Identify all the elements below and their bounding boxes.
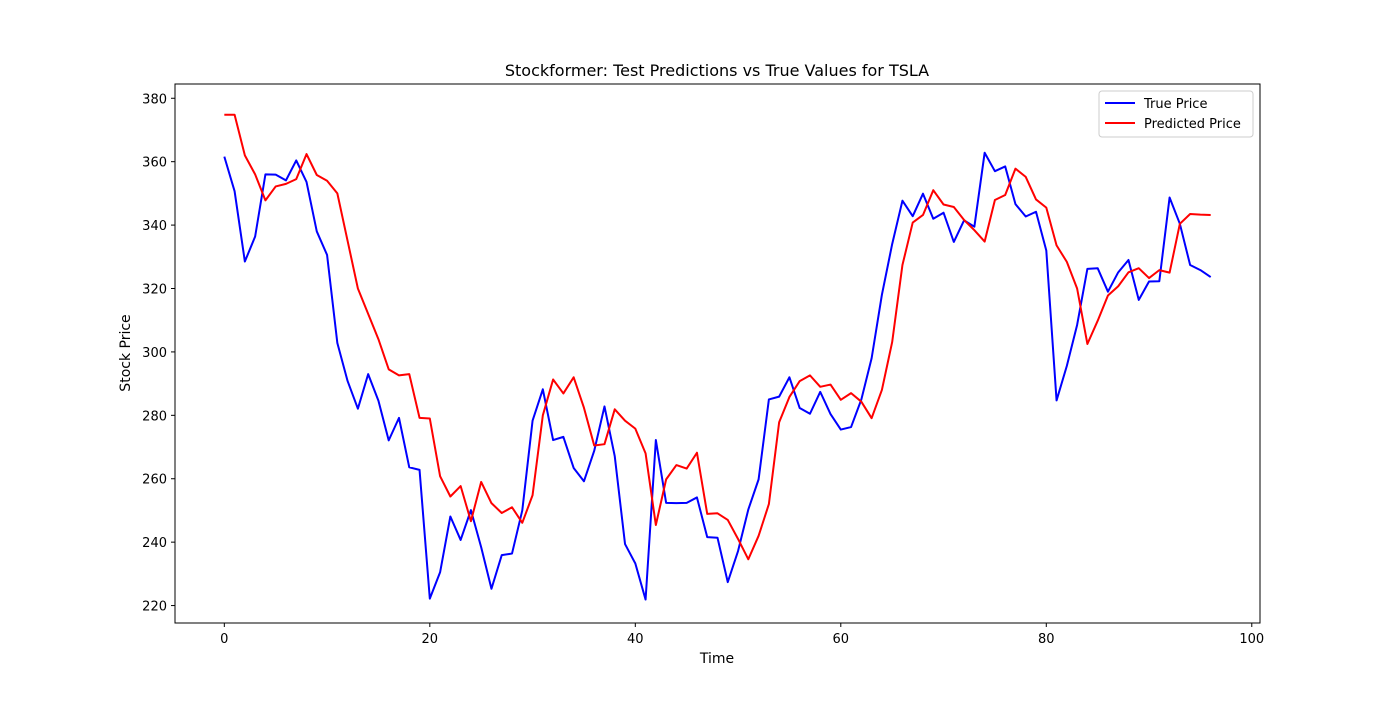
y-tick-label: 280	[142, 409, 167, 424]
legend: True Price Predicted Price	[1098, 90, 1254, 138]
y-tick-label: 300	[142, 346, 167, 361]
y-tick-label: 340	[142, 219, 167, 234]
y-tick-label: 220	[142, 600, 167, 615]
legend-label-true-price: True Price	[1143, 97, 1207, 112]
y-tick-label: 320	[142, 283, 167, 298]
y-axis-label: Stock Price	[118, 314, 134, 391]
x-tick-label: 0	[220, 632, 228, 647]
y-tick-label: 260	[142, 473, 167, 488]
plot-area	[175, 84, 1260, 623]
series-line-true-price	[223, 151, 1212, 601]
x-axis-ticks: 0 20 40 60 80 100	[220, 623, 1264, 647]
legend-box	[1098, 90, 1254, 138]
x-tick-label: 20	[422, 632, 439, 647]
y-tick-label: 380	[142, 92, 167, 107]
y-axis-ticks: 220 240 260 280 300 320 340 360 380	[142, 92, 175, 615]
y-tick-label: 360	[142, 156, 167, 171]
y-tick-label: 240	[142, 536, 167, 551]
chart-title: Stockformer: Test Predictions vs True Va…	[505, 61, 929, 80]
x-tick-label: 40	[627, 632, 644, 647]
x-tick-label: 100	[1239, 632, 1264, 647]
series-line-predicted-price	[224, 113, 1211, 561]
axes-frame	[174, 83, 1261, 624]
series-layer	[223, 113, 1212, 601]
x-tick-label: 80	[1038, 632, 1055, 647]
x-axis-label: Time	[699, 651, 734, 667]
x-tick-label: 60	[833, 632, 850, 647]
legend-label-predicted-price: Predicted Price	[1144, 117, 1241, 132]
